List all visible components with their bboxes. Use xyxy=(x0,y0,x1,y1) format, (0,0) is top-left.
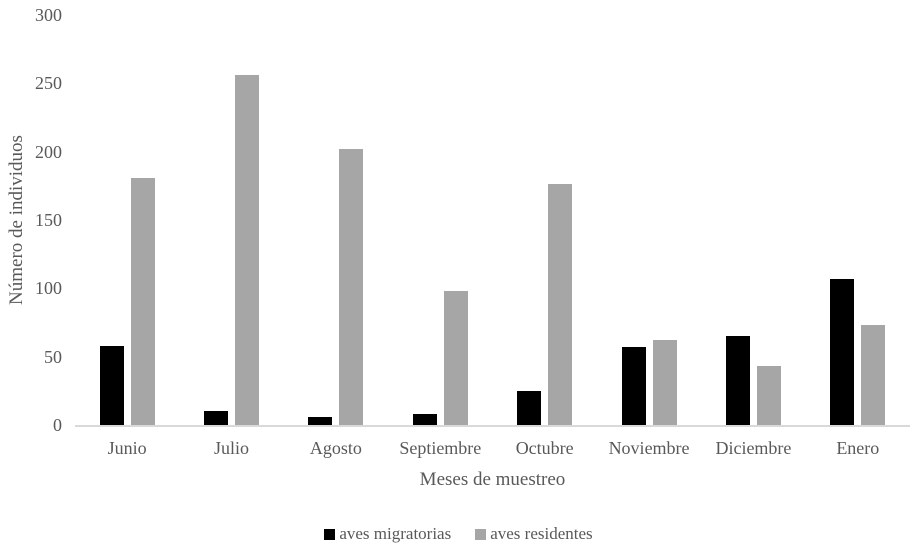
y-tick-label-150: 150 xyxy=(35,210,62,230)
legend: aves migratorias aves residentes xyxy=(0,524,917,544)
plot-area xyxy=(75,15,910,427)
bar-aves-migratorias-octubre xyxy=(517,391,542,425)
legend-item-aves-migratorias: aves migratorias xyxy=(324,524,451,544)
bar-aves-residentes-septiembre xyxy=(443,291,468,425)
x-axis-line xyxy=(75,425,910,427)
bar-aves-migratorias-enero xyxy=(830,279,855,425)
bar-aves-migratorias-agosto xyxy=(308,417,333,425)
category-label-septiembre: Septiembre xyxy=(399,438,482,458)
legend-label: aves residentes xyxy=(490,524,593,543)
bar-aves-migratorias-septiembre xyxy=(412,414,437,425)
category-label-noviembre: Noviembre xyxy=(608,438,690,458)
bar-aves-residentes-noviembre xyxy=(652,340,677,425)
y-tick-label-100: 100 xyxy=(35,278,62,299)
bar-aves-residentes-diciembre xyxy=(756,366,781,425)
legend-swatch-icon-aves-migratorias xyxy=(324,528,336,540)
legend-label: aves migratorias xyxy=(339,524,452,543)
bar-aves-residentes-julio xyxy=(235,75,260,425)
legend-swatch-icon-aves-residentes xyxy=(475,528,487,540)
y-tick-label-50: 50 xyxy=(44,346,62,367)
bar-aves-migratorias-diciembre xyxy=(725,336,750,425)
bar-aves-migratorias-junio xyxy=(99,346,124,425)
category-label-junio: Junio xyxy=(107,438,147,458)
category-label-agosto: Agosto xyxy=(309,438,362,458)
y-tick-label-300: 300 xyxy=(35,5,62,25)
bar-aves-migratorias-julio xyxy=(204,411,229,425)
bar-aves-migratorias-noviembre xyxy=(621,347,646,425)
legend-item-aves-residentes: aves residentes xyxy=(475,524,593,544)
category-label-octubre: Octubre xyxy=(515,438,574,458)
bar-aves-residentes-agosto xyxy=(339,149,364,425)
category-label-diciembre: Diciembre xyxy=(715,438,792,458)
y-tick-label-0: 0 xyxy=(53,415,62,435)
category-label-julio: Julio xyxy=(214,438,250,458)
bar-aves-residentes-enero xyxy=(861,325,886,425)
category-label-enero: Enero xyxy=(836,438,880,458)
x-axis-title: Meses de muestreo xyxy=(419,469,566,490)
bar-aves-residentes-junio xyxy=(130,178,155,425)
y-tick-label-200: 200 xyxy=(35,141,62,162)
bar-aves-residentes-octubre xyxy=(548,184,573,425)
y-tick-label-250: 250 xyxy=(35,73,62,94)
